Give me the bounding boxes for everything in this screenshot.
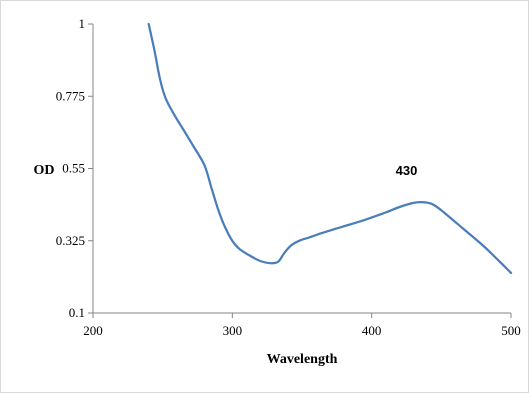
x-tick-label: 200 (83, 323, 103, 338)
annotations: 430 (396, 163, 418, 178)
tick-labels: 0.1 0.325 0.55 0.775 1 200 300 400 500 (56, 16, 521, 338)
peak-annotation: 430 (396, 163, 418, 178)
series-group (147, 22, 513, 275)
y-axis-title: OD (34, 163, 55, 178)
y-tick-label: 1 (79, 16, 86, 31)
y-tick-label: 0.775 (56, 88, 85, 103)
axis-ticks (88, 23, 512, 318)
axes (92, 24, 511, 314)
x-tick-label: 300 (223, 323, 243, 338)
series-line (147, 22, 513, 275)
x-axis-title: Wavelength (267, 352, 338, 367)
y-tick-label: 0.1 (69, 305, 85, 320)
y-tick-label: 0.55 (62, 161, 85, 176)
y-tick-label: 0.325 (56, 233, 85, 248)
x-tick-label: 400 (362, 323, 382, 338)
x-tick-label: 500 (501, 323, 521, 338)
